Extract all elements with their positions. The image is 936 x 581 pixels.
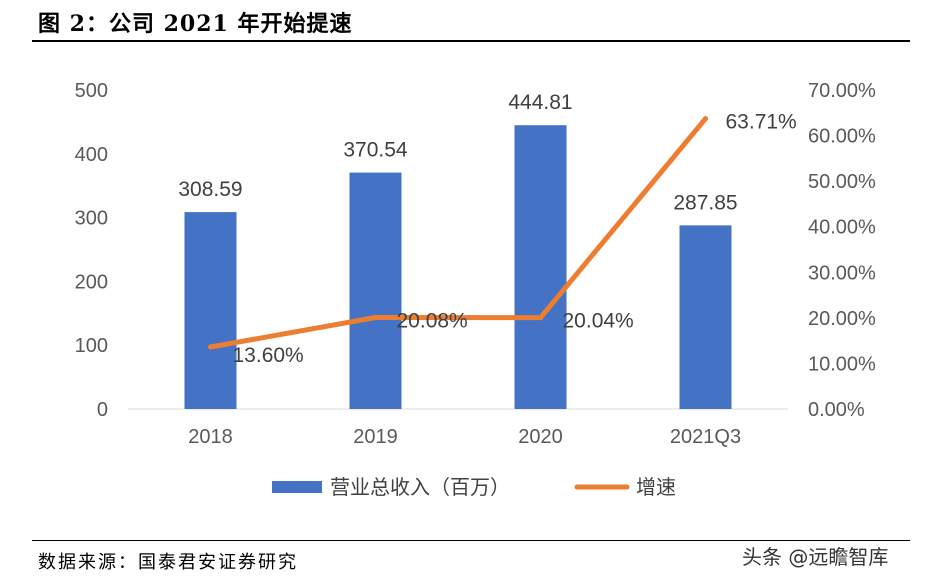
bar-data-label: 308.59 [178,178,242,201]
y-left-tick-label: 0 [97,399,108,421]
bar [679,225,732,409]
y-right-tick-label: 70.00% [808,80,876,102]
bar-data-label: 287.85 [673,191,737,214]
line-point [538,315,543,321]
x-tick-label: 2020 [518,426,563,448]
y-left-tick-label: 400 [75,144,108,166]
x-tick-label: 2019 [353,426,398,448]
bar [184,212,237,409]
legend-label-bars: 营业总收入（百万） [330,475,510,499]
y-right-tick-label: 60.00% [808,126,876,148]
figure-title: 图 2：公司 2021 年开始提速 [38,11,353,37]
x-tick-label: 2021Q3 [670,426,741,448]
growth-line [208,116,708,350]
y-left-tick-label: 100 [75,335,108,357]
y-right-tick-label: 50.00% [808,171,876,193]
y-right-tick-label: 0.00% [808,399,865,421]
line-data-label: 63.71% [726,111,797,134]
y-right-tick-label: 10.00% [808,353,876,375]
line-data-label: 13.60% [233,344,304,367]
bar [514,125,567,410]
line-data-label: 20.08% [397,309,468,332]
bar [349,172,402,409]
y-left-tick-label: 500 [75,80,108,102]
source-note: 数据来源：国泰君安证券研究 [38,552,298,573]
legend-swatch-bars [272,481,322,493]
line-point [373,314,378,320]
chart: 0 100 200 300 400 500 0.00% 10.00% 20.00% 30.00% 4… [75,80,876,499]
x-tick-label: 2018 [188,426,233,448]
line-point [703,116,708,122]
y-left-tick-label: 300 [75,208,108,230]
source-rule [32,540,910,541]
y-left-tick-label: 200 [75,271,108,293]
legend-label-line: 增速 [636,475,676,499]
line-data-label: 20.04% [563,310,634,333]
y-right-tick-label: 40.00% [808,217,876,239]
bar-data-label: 444.81 [508,91,572,114]
watermark: 头条 @远瞻智库 [742,545,889,569]
y-right-tick-label: 30.00% [808,262,876,284]
y-right-tick-label: 20.00% [808,308,876,330]
line-point [208,344,213,350]
title-rule [32,40,910,42]
bar-data-label: 370.54 [343,139,408,162]
